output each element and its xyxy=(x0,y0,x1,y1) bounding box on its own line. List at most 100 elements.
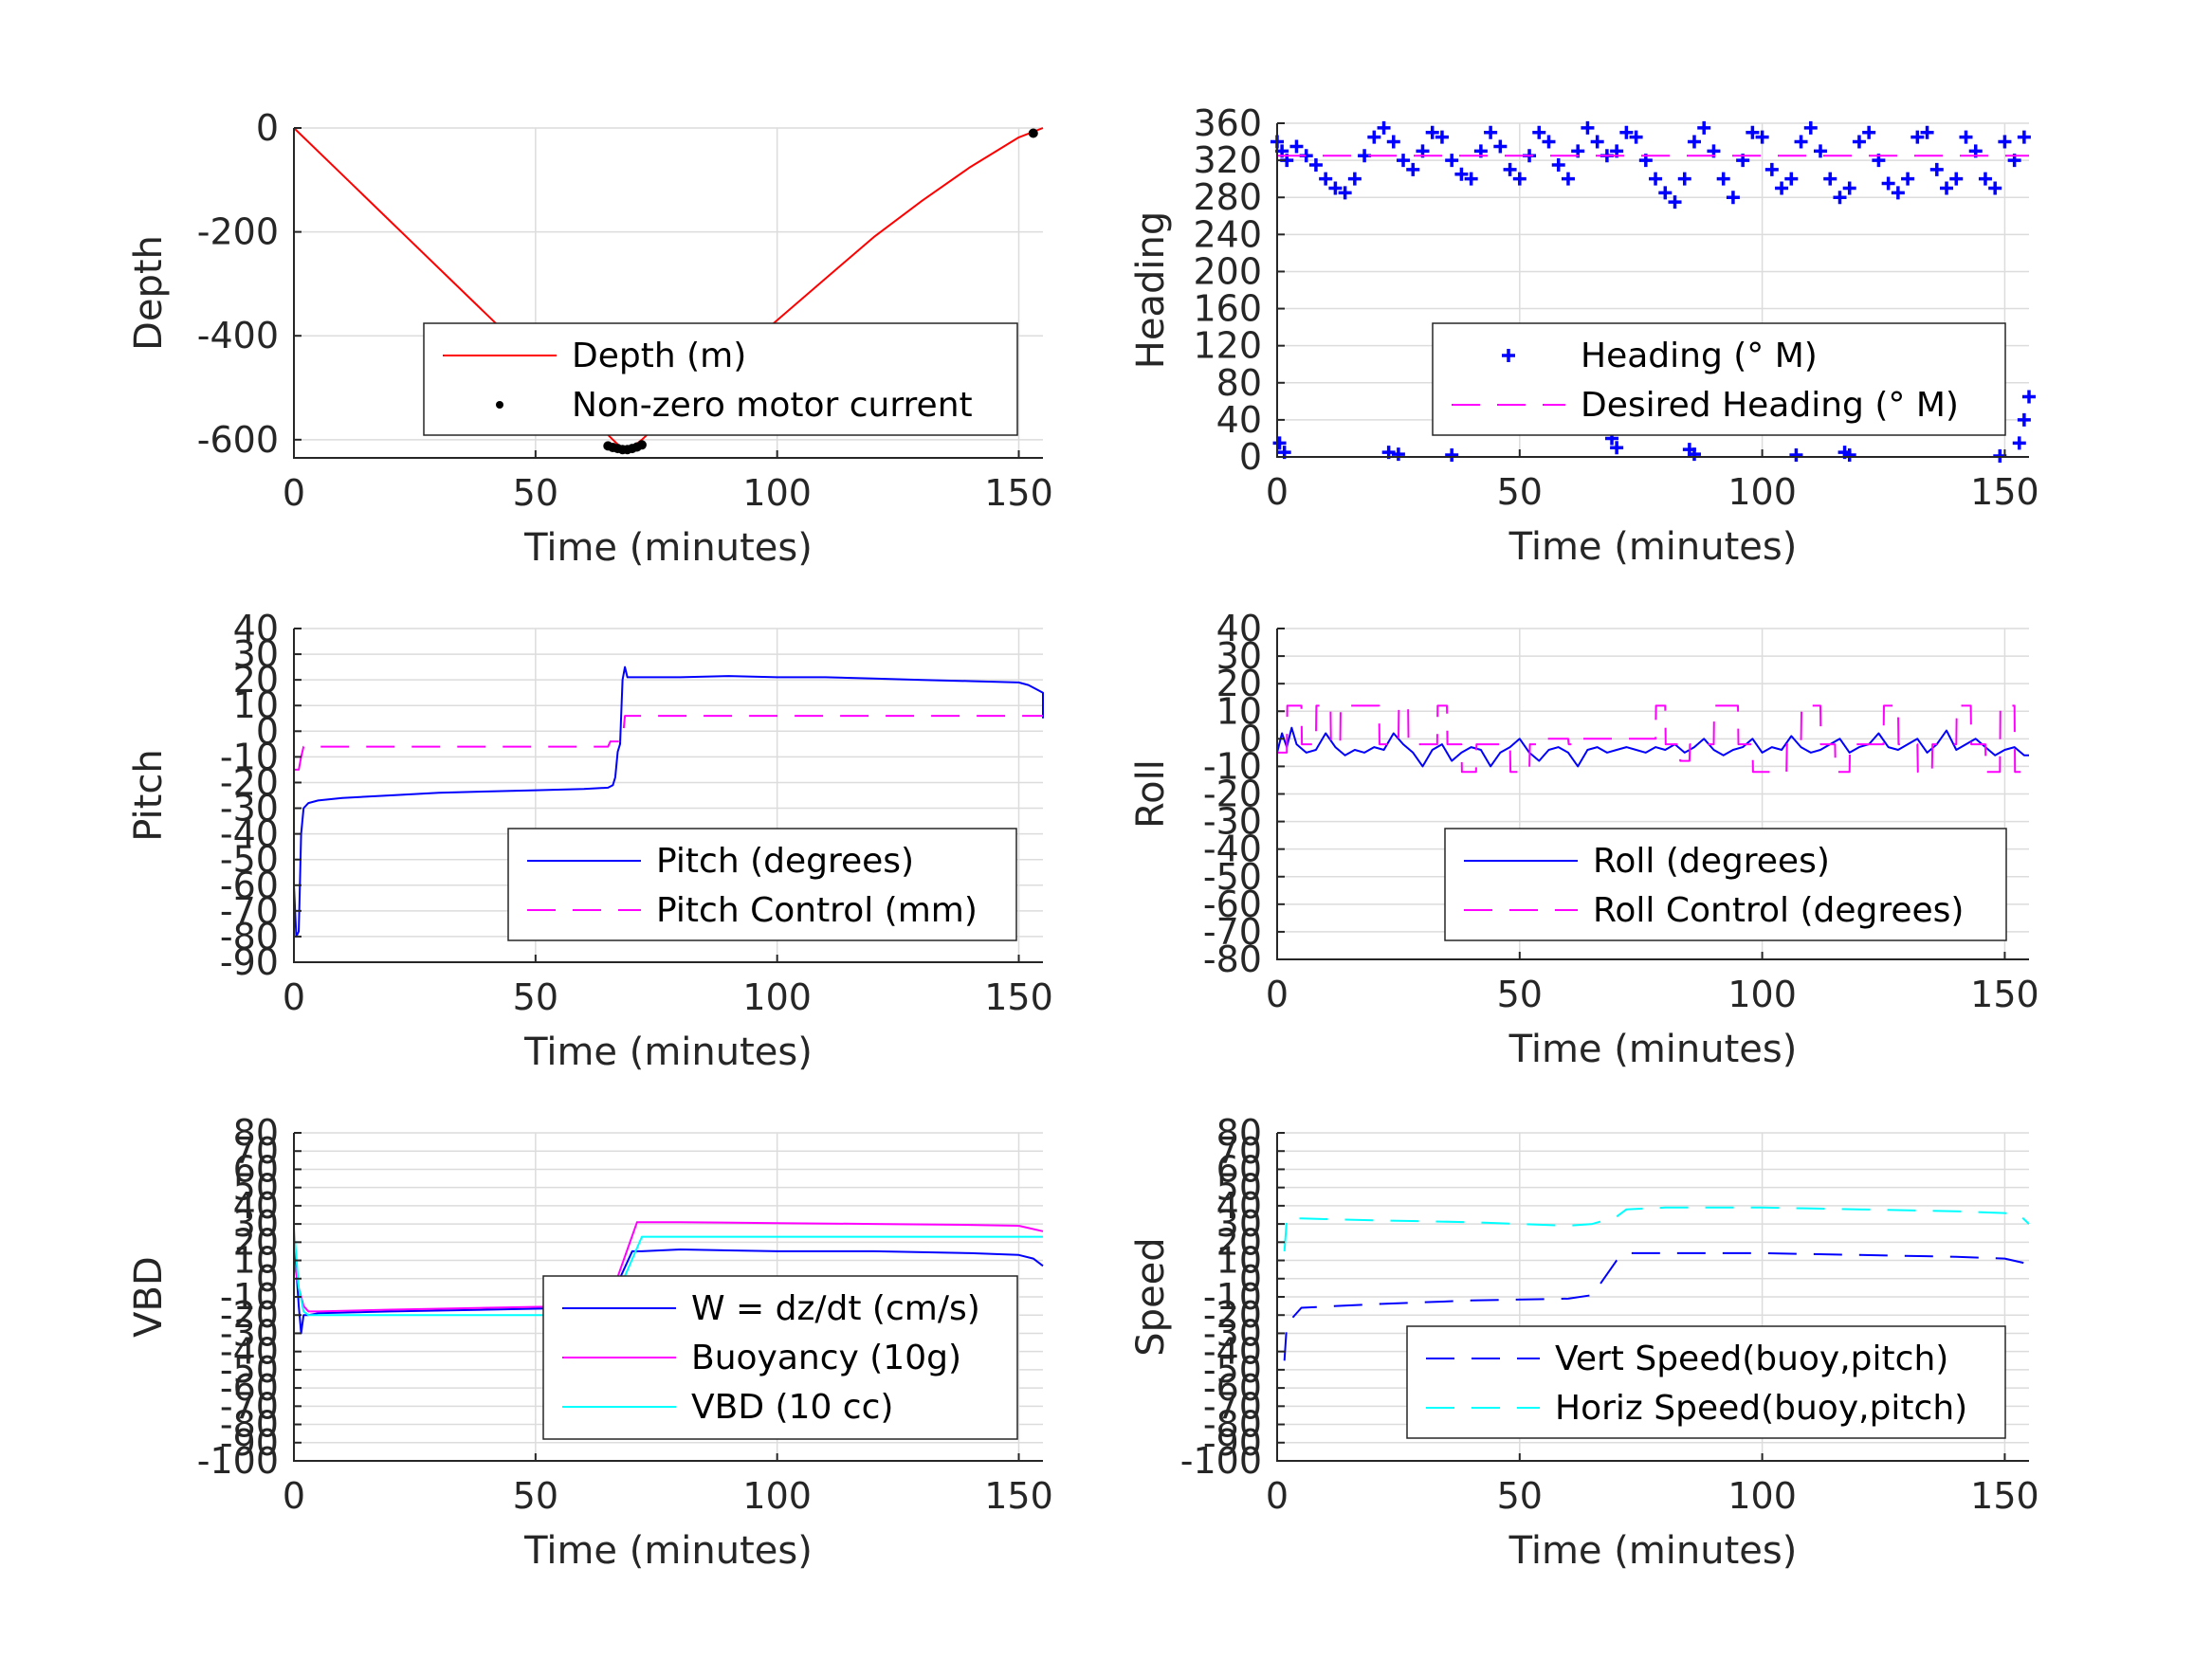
heading-xtick-label: 50 xyxy=(1497,471,1543,513)
heading-point xyxy=(1445,154,1459,168)
vbd-ytick-label: 30 xyxy=(233,1203,279,1245)
vbd-ytick-label: -10 xyxy=(220,1276,279,1318)
vbd-ytick-label: -100 xyxy=(197,1440,279,1482)
vbd-ytick-label: -90 xyxy=(220,1422,279,1464)
heading-ytick-label: 360 xyxy=(1193,102,1262,144)
roll-ytick-label: -50 xyxy=(1203,856,1262,898)
roll-series-1 xyxy=(1277,704,2029,774)
roll-xtick-label: 100 xyxy=(1728,974,1797,1015)
heading-point xyxy=(1891,186,1905,200)
depth-point xyxy=(1028,128,1038,138)
pitch-panel: 0 50 100 150403020100-10-20-30-40-50-60-70-… xyxy=(127,608,1053,1074)
roll-legend: Roll (degrees) Roll Control (degrees) xyxy=(1444,828,2007,941)
roll-xtick-label: 50 xyxy=(1497,974,1543,1015)
heading-ytick-label: 80 xyxy=(1216,362,1262,404)
heading-point xyxy=(1833,191,1847,205)
heading-point xyxy=(1658,186,1673,200)
heading-point xyxy=(1319,172,1333,186)
heading-ytick-label: 200 xyxy=(1193,250,1262,292)
heading-point xyxy=(1435,130,1449,144)
depth-xtick-label: 150 xyxy=(984,472,1053,514)
pitch-ytick-label: -90 xyxy=(220,941,279,983)
speed-ytick-label: -70 xyxy=(1203,1385,1262,1427)
heading-point xyxy=(1959,130,1973,144)
speed-series-0 xyxy=(1283,1251,2030,1361)
heading-point xyxy=(1590,135,1604,149)
depth-panel: 0 50 100 150 0 -200 -400 -600 Time (minutes) Dept… xyxy=(127,107,1053,570)
vbd-xtick-label: 0 xyxy=(283,1475,305,1517)
heading-point xyxy=(1940,181,1954,195)
pitch-xtick-label: 150 xyxy=(984,976,1053,1018)
vbd-ytick-label: -50 xyxy=(220,1349,279,1391)
depth-ylabel: Depth xyxy=(127,235,171,351)
roll-ytick-label: 40 xyxy=(1216,608,1262,649)
heading-point xyxy=(1677,172,1691,186)
speed-xlabel: Time (minutes) xyxy=(1508,1529,1798,1573)
vbd-legend-label: VBD (10 cc) xyxy=(691,1388,893,1427)
speed-ytick-label: 50 xyxy=(1216,1167,1262,1209)
heading-legend-box xyxy=(1432,322,2006,436)
pitch-xtick-label: 0 xyxy=(283,976,305,1018)
depth-legend-box xyxy=(423,322,1018,436)
heading-ytick-label: 0 xyxy=(1239,436,1262,478)
heading-xlabel: Time (minutes) xyxy=(1508,525,1798,569)
pitch-ytick-label: -10 xyxy=(220,736,279,777)
heading-point xyxy=(1881,176,1895,191)
depth-ytick-label: 0 xyxy=(256,107,279,149)
heading-point xyxy=(1687,447,1701,462)
vbd-ytick-label: 50 xyxy=(233,1167,279,1209)
speed-ytick-label: 30 xyxy=(1216,1203,1262,1245)
heading-point xyxy=(1716,172,1730,186)
speed-ytick-label: -20 xyxy=(1203,1294,1262,1336)
speed-ytick-label: 10 xyxy=(1216,1240,1262,1282)
heading-point xyxy=(1308,158,1323,172)
heading-point xyxy=(1397,154,1411,168)
heading-point xyxy=(1668,195,1682,210)
speed-legend-label: Vert Speed(buoy,pitch) xyxy=(1555,1340,1948,1378)
depth-xtick-label: 50 xyxy=(513,472,558,514)
heading-ytick-label: 120 xyxy=(1193,325,1262,367)
heading-point xyxy=(1842,448,1856,463)
speed-legend-box xyxy=(1406,1325,2006,1439)
depth-ytick-label: -400 xyxy=(197,315,279,356)
heading-point xyxy=(1901,172,1915,186)
vbd-xtick-label: 50 xyxy=(513,1475,558,1517)
speed-ytick-label: -50 xyxy=(1203,1349,1262,1391)
speed-ytick-label: -100 xyxy=(1180,1440,1262,1482)
pitch-series-0 xyxy=(293,665,1044,938)
pitch-ytick-label: -60 xyxy=(220,865,279,906)
roll-panel: 0 50 100 150403020100-10-20-30-40-50-60-70-… xyxy=(1129,608,2039,1071)
heading-point xyxy=(2017,412,2031,427)
heading-point xyxy=(1561,172,1575,186)
heading-legend: Heading (° M) Desired Heading (° M) xyxy=(1432,322,2006,436)
roll-legend-box xyxy=(1444,828,2007,941)
heading-point xyxy=(1338,186,1352,200)
vbd-ylabel: VBD xyxy=(127,1256,171,1338)
heading-point xyxy=(1367,130,1381,144)
speed-ytick-label: -90 xyxy=(1203,1422,1262,1464)
pitch-ytick-label: -50 xyxy=(220,839,279,881)
heading-point xyxy=(1784,172,1799,186)
heading-point xyxy=(1998,135,2012,149)
vbd-ytick-label: 80 xyxy=(233,1112,279,1154)
pitch-ytick-label: -40 xyxy=(220,813,279,855)
heading-ytick-label: 160 xyxy=(1193,288,1262,330)
speed-ylabel: Speed xyxy=(1129,1237,1173,1356)
roll-ytick-label: 30 xyxy=(1216,635,1262,677)
speed-ytick-label: 40 xyxy=(1216,1185,1262,1227)
roll-ytick-label: -40 xyxy=(1203,829,1262,870)
pitch-ytick-label: 10 xyxy=(233,684,279,726)
heading-point xyxy=(1493,139,1508,154)
heading-xtick-label: 0 xyxy=(1266,471,1289,513)
vbd-ytick-label: -60 xyxy=(220,1367,279,1409)
heading-point xyxy=(1406,162,1420,176)
roll-ytick-label: -70 xyxy=(1203,911,1262,953)
vbd-ytick-label: 0 xyxy=(256,1258,279,1300)
vbd-ytick-label: -70 xyxy=(220,1385,279,1427)
vbd-legend-label: Buoyancy (10g) xyxy=(691,1339,961,1377)
roll-xtick-label: 0 xyxy=(1266,974,1289,1015)
heading-point xyxy=(1503,162,1517,176)
speed-xtick-label: 150 xyxy=(1970,1475,2039,1517)
vbd-ytick-label: -20 xyxy=(220,1294,279,1336)
pitch-legend-box xyxy=(507,828,1017,941)
